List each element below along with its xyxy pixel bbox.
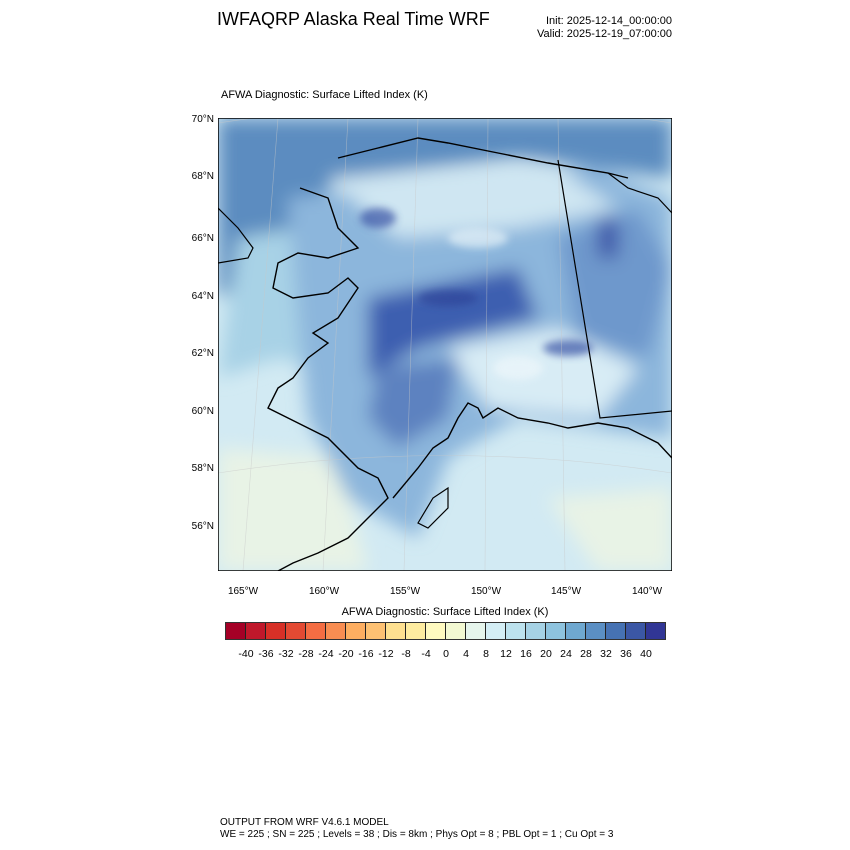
colorbar-label: 16 (520, 648, 532, 660)
colorbar-swatch (406, 623, 426, 639)
colorbar-swatch (366, 623, 386, 639)
lat-label: 64°N (191, 291, 214, 302)
colorbar-label: 8 (483, 648, 489, 660)
colorbar-label: -40 (238, 648, 254, 660)
lon-label: 165°W (227, 586, 259, 597)
lat-label: 68°N (191, 171, 214, 182)
lon-label: 145°W (550, 586, 582, 597)
colorbar-swatch (586, 623, 606, 639)
lifted-index-map (218, 118, 672, 571)
colorbar-title: AFWA Diagnostic: Surface Lifted Index (K… (341, 606, 549, 618)
colorbar-label: -8 (401, 648, 411, 660)
colorbar-swatch (286, 623, 306, 639)
colorbar-label: -16 (358, 648, 374, 660)
colorbar-label: -4 (421, 648, 431, 660)
colorbar-label: -12 (378, 648, 394, 660)
colorbar-swatch (526, 623, 546, 639)
colorbar-label: 36 (620, 648, 632, 660)
plot-subtitle: AFWA Diagnostic: Surface Lifted Index (K… (221, 89, 428, 101)
valid-time: Valid: 2025-12-19_07:00:00 (537, 28, 672, 40)
colorbar-swatch (566, 623, 586, 639)
init-time: Init: 2025-12-14_00:00:00 (546, 15, 672, 27)
colorbar-label: 4 (463, 648, 469, 660)
time-info: Init: 2025-12-14_00:00:00 Valid: 2025-12… (537, 15, 672, 41)
colorbar-label: 0 (443, 648, 449, 660)
page-title: IWFAQRP Alaska Real Time WRF (217, 9, 490, 29)
lon-label: 160°W (308, 586, 340, 597)
colorbar-swatch (326, 623, 346, 639)
colorbar (225, 622, 666, 640)
border-us-canada (557, 159, 672, 419)
lon-label: 140°W (631, 586, 663, 597)
colorbar-swatch (466, 623, 486, 639)
colorbar-label: 24 (560, 648, 572, 660)
colorbar-label: 20 (540, 648, 552, 660)
colorbar-swatch (546, 623, 566, 639)
colorbar-swatch (486, 623, 506, 639)
footer-settings: WE = 225 ; SN = 225 ; Levels = 38 ; Dis … (220, 829, 614, 840)
lat-label: 66°N (191, 233, 214, 244)
colorbar-swatch (626, 623, 646, 639)
colorbar-label: 12 (500, 648, 512, 660)
lat-label: 60°N (191, 406, 214, 417)
colorbar-label: -24 (318, 648, 334, 660)
colorbar-label: -20 (338, 648, 354, 660)
lat-label: 62°N (191, 348, 214, 359)
field-shading (218, 118, 672, 571)
colorbar-label: 28 (580, 648, 592, 660)
colorbar-label: -28 (298, 648, 314, 660)
colorbar-swatch (506, 623, 526, 639)
colorbar-swatch (646, 623, 665, 639)
colorbar-swatch (426, 623, 446, 639)
colorbar-swatch (306, 623, 326, 639)
coastline (267, 137, 672, 571)
lon-label: 155°W (389, 586, 421, 597)
colorbar-swatch (386, 623, 406, 639)
footer-model: OUTPUT FROM WRF V4.6.1 MODEL (220, 817, 389, 828)
colorbar-label: 40 (640, 648, 652, 660)
graticule (218, 118, 672, 571)
lon-label: 150°W (470, 586, 502, 597)
coastline-canada (218, 172, 672, 264)
colorbar-swatch (346, 623, 366, 639)
colorbar-label: -36 (258, 648, 274, 660)
lat-label: 58°N (191, 463, 214, 474)
colorbar-swatch (246, 623, 266, 639)
colorbar-swatch (226, 623, 246, 639)
colorbar-swatch (446, 623, 466, 639)
lat-label: 70°N (191, 114, 214, 125)
colorbar-label: 32 (600, 648, 612, 660)
colorbar-swatch (266, 623, 286, 639)
colorbar-label: -32 (278, 648, 294, 660)
coastline-kodiak (417, 486, 449, 529)
lat-label: 56°N (191, 521, 214, 532)
colorbar-swatch (606, 623, 626, 639)
